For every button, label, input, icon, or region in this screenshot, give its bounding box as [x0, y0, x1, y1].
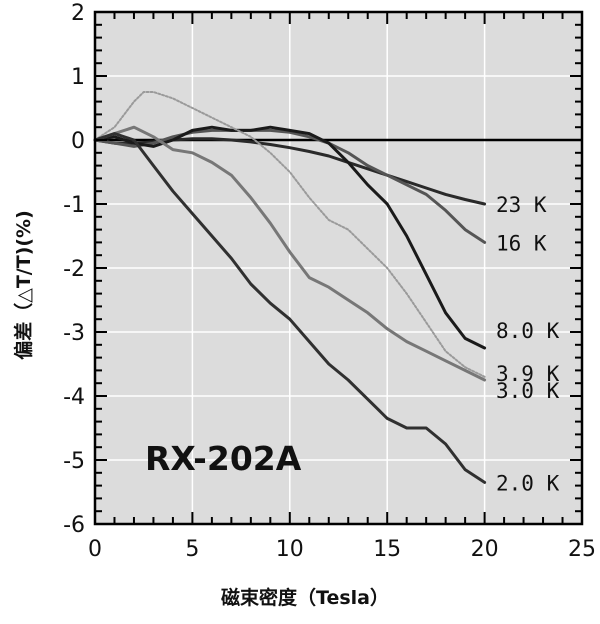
x-tick-label: 0: [88, 537, 102, 562]
series-label: 23 K: [496, 193, 547, 217]
y-tick-label: -1: [63, 193, 85, 218]
series-label: 8.0 K: [496, 319, 560, 343]
series-group: [93, 91, 487, 484]
series-line: [93, 132, 487, 484]
series-label: 16 K: [496, 231, 547, 255]
y-tick-label: 0: [71, 129, 85, 154]
series-line: [93, 125, 487, 350]
y-tick-label: -6: [63, 513, 85, 538]
series-label: 2.0 K: [496, 471, 560, 495]
x-axis-title: 磁束密度（Tesla）: [221, 586, 389, 609]
x-tick-label: 15: [373, 537, 401, 562]
y-tick-label: 1: [71, 65, 85, 90]
x-tick-label: 20: [471, 537, 499, 562]
tick-marks: [94, 11, 583, 525]
y-tick-label: -2: [63, 257, 85, 282]
y-tick-label: -3: [63, 321, 85, 346]
y-axis-title: 偏差（△T/T)(%): [12, 210, 35, 360]
x-tick-label: 25: [568, 537, 596, 562]
series-labels: 23 K 16 K 8.0 K 3.9 K3.0 K 2.0 K: [496, 193, 560, 495]
y-tick-label: -5: [63, 449, 85, 474]
x-tick-label: 10: [276, 537, 304, 562]
y-tick-label: -4: [63, 385, 85, 410]
x-tick-label: 5: [185, 537, 199, 562]
device-annotation: RX-202A: [145, 439, 302, 478]
series-line: [93, 125, 487, 382]
series-label: 3.0 K: [496, 379, 560, 403]
series-label: 3.9 K: [496, 362, 560, 386]
y-tick-label: 2: [71, 1, 85, 26]
series-line: [94, 91, 486, 378]
